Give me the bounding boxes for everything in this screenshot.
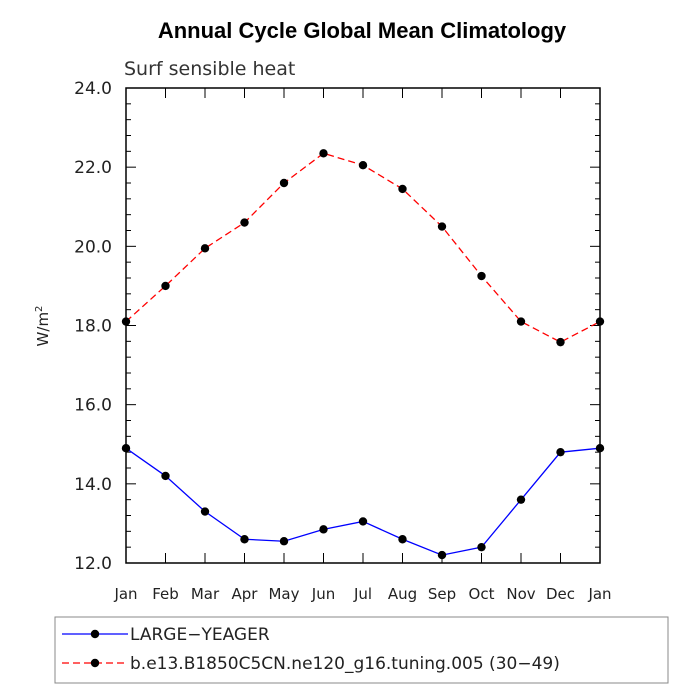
x-tick-label: Jun	[311, 585, 335, 603]
series-2-point	[477, 271, 486, 281]
series-2-point	[240, 218, 249, 227]
series-1-point	[358, 517, 368, 526]
x-tick-label: Feb	[152, 585, 179, 603]
y-tick-label: 24.0	[74, 79, 112, 99]
y-tick-label: 18.0	[74, 317, 112, 337]
y-tick-label: 12.0	[74, 554, 112, 574]
x-tick-label: Jul	[353, 585, 372, 603]
x-tick-label: Sep	[428, 585, 456, 603]
series-2-point	[121, 317, 131, 326]
series-1-point	[516, 495, 526, 504]
y-tick-label: 14.0	[74, 475, 112, 495]
series-2-point	[595, 317, 605, 326]
x-tick-label: Mar	[191, 585, 220, 603]
series-2-point	[437, 222, 447, 231]
x-tick-label: Oct	[469, 585, 495, 603]
y-tick-labels: 12.0 14.0 16.0 18.0 20.0 22.0 24.0	[74, 79, 112, 574]
series-1-point	[477, 542, 486, 552]
series-2-point	[516, 317, 526, 326]
series-2-point	[200, 244, 210, 253]
x-tick-label: Jan	[587, 585, 611, 603]
chart-subtitle: Surf sensible heat	[124, 58, 295, 80]
y-tick-label: 20.0	[74, 237, 112, 257]
series-line-1	[125, 447, 601, 556]
series-1-point	[437, 550, 447, 560]
x-tick-label: Apr	[232, 585, 259, 603]
series-2-point	[279, 178, 289, 188]
x-tick-labels: Jan Feb Mar Apr May Jun Jul Aug Sep Oct Nov Dec Jan	[113, 585, 611, 603]
series-2-point	[556, 337, 565, 347]
legend-label-2: b.e13.B1850C5CN.ne120_g16.tuning.005 (30…	[130, 654, 560, 674]
series-2-point	[398, 184, 407, 194]
series-layer	[121, 149, 605, 560]
series-1-point	[595, 444, 605, 453]
y-tick-label: 22.0	[74, 158, 112, 178]
legend: LARGE−YEAGER b.e13.B1850C5CN.ne120_g16.tu…	[62, 625, 560, 674]
series-2-point	[319, 149, 328, 158]
series-1-point	[319, 525, 328, 534]
legend-marker-1	[90, 629, 100, 639]
series-1-point	[200, 507, 210, 516]
series-1-point	[279, 537, 289, 546]
axis-ticks	[125, 87, 601, 564]
series-1-point	[556, 447, 565, 457]
series-2-point	[161, 281, 170, 291]
series-1-point	[240, 535, 249, 544]
chart-title: Annual Cycle Global Mean Climatology	[158, 18, 567, 43]
legend-box	[54, 616, 669, 684]
y-tick-label: 16.0	[74, 396, 112, 416]
legend-label-1: LARGE−YEAGER	[130, 625, 270, 645]
series-1-point	[398, 535, 407, 544]
x-tick-label: May	[268, 585, 299, 603]
legend-marker-2	[90, 658, 100, 668]
x-tick-label: Nov	[506, 585, 535, 603]
y-axis-label: W/m2	[34, 306, 52, 347]
x-tick-label: Aug	[388, 585, 417, 603]
series-1-point	[121, 444, 131, 453]
x-tick-label: Dec	[546, 585, 575, 603]
x-tick-label: Jan	[113, 585, 137, 603]
series-1-point	[161, 471, 170, 481]
series-line-2	[125, 152, 601, 343]
series-2-point	[358, 160, 368, 170]
